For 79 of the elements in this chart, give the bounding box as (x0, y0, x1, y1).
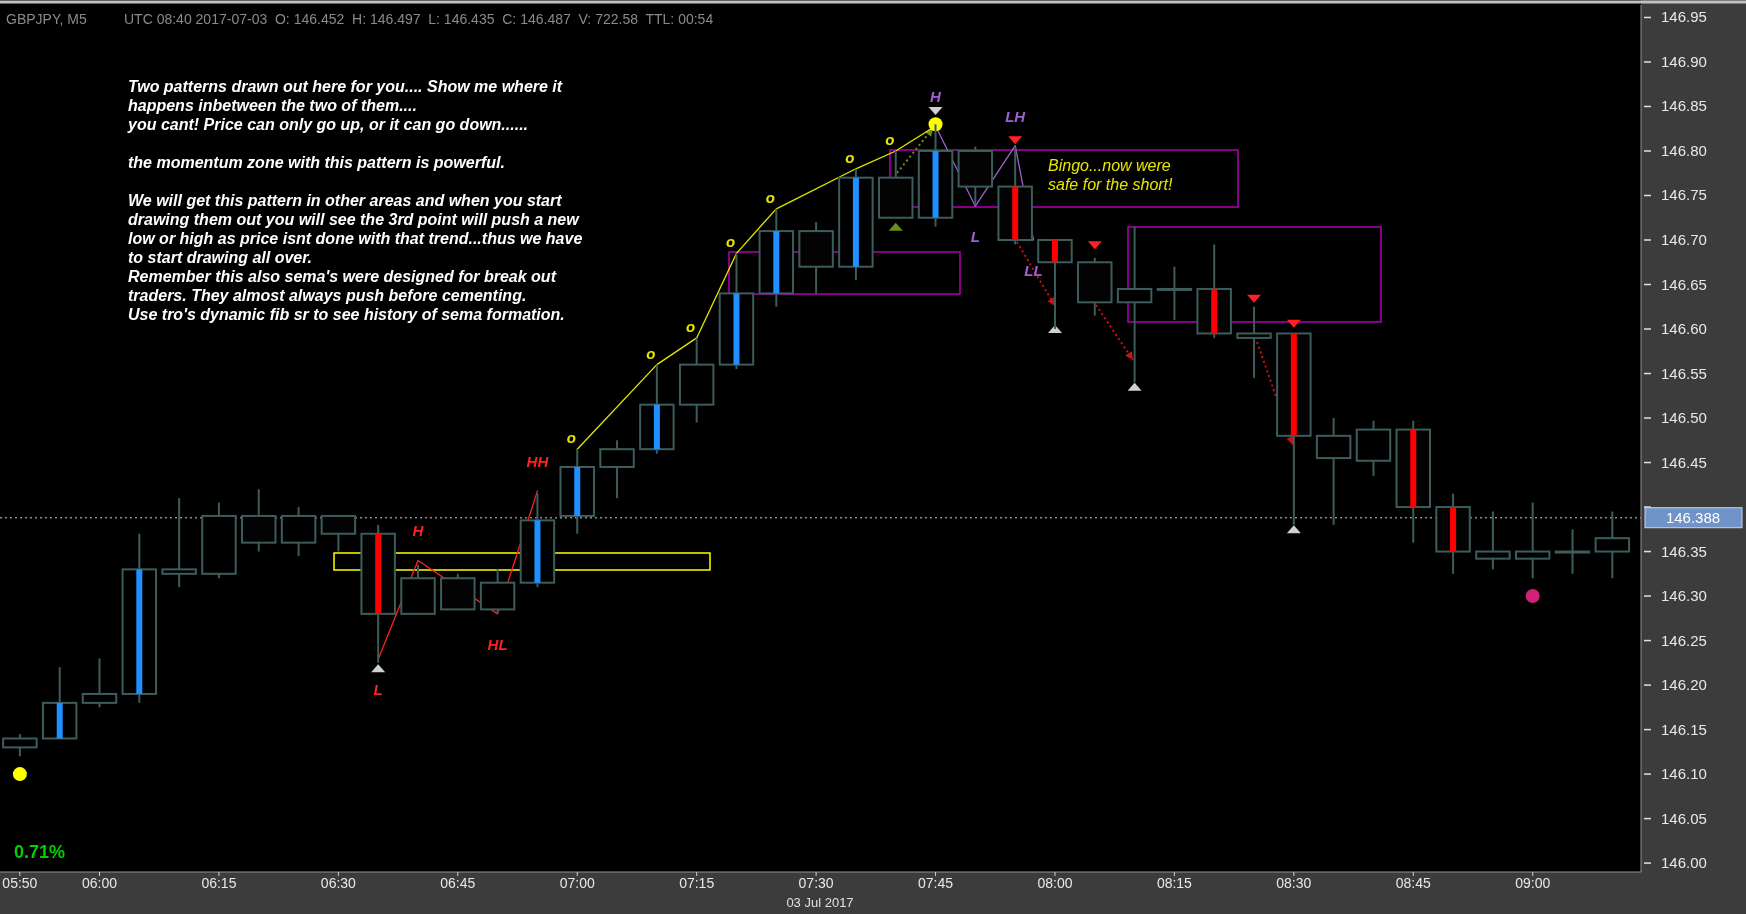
candlestick (1236, 305, 1272, 379)
bar (534, 520, 541, 583)
data-label: o (765, 188, 775, 206)
candlestick (1315, 417, 1352, 526)
y-tick-label: 146.10 (1661, 765, 1707, 783)
chart-title: GBPJPY, M5 (6, 11, 87, 27)
candlestick (1594, 510, 1631, 580)
bar (1410, 429, 1417, 508)
bar (1051, 240, 1058, 263)
bar (932, 150, 939, 218)
x-tick-label: 06:30 (320, 875, 357, 891)
y-tick-label: 146.55 (1661, 364, 1707, 382)
ref-line-label: 146.388 (1665, 508, 1721, 526)
data-label: o (845, 148, 855, 166)
point (1525, 589, 1540, 604)
bar (56, 702, 63, 739)
bar (574, 466, 581, 516)
data-label: LL (1024, 262, 1043, 279)
y-tick-label: 146.00 (1661, 854, 1707, 872)
bar (733, 293, 740, 365)
annotation: 0.71% (14, 842, 66, 862)
point (12, 767, 27, 782)
annotation: Bingo...now were safe for the short! (1048, 157, 1174, 193)
x-tick-label: 06:45 (440, 875, 476, 891)
text: Two patterns drawn out here for you.... Show me where it happens inbetween the two of them.... you cant! Price can only go up, or it can go down...... the momentum zone with this pattern is powerful. We will get this pattern in other areas and when you start drawing them out you will see the 3rd point will push a new low or high as price isnt done with that trend...thus we have to start drawing all over. Remember this also sema's were designed for break out traders. They almost always push before cementing. Use tro's dynamic fib sr to see history of sema formation. (128, 78, 583, 323)
data-label: H (412, 522, 425, 540)
y-tick-label: 146.20 (1661, 676, 1707, 694)
y-tick-label: 146.75 (1661, 186, 1707, 204)
y-tick-label: 146.80 (1661, 141, 1707, 159)
x-tick-label: 05:50 (2, 875, 38, 891)
chart-subtitle: UTC 08:40 2017-07-03 O: 146.452 H: 146.497 L: 146.435 C: 146.487 V: 722.58 TTL: 00:54 (124, 11, 714, 27)
y-tick-label: 146.85 (1661, 97, 1707, 115)
data-label: HH (526, 453, 550, 471)
bar (773, 231, 780, 294)
bar (852, 177, 859, 267)
text: 03 Jul 2017 (786, 895, 854, 910)
y-tick-label: 146.15 (1661, 720, 1707, 738)
x-tick-label: 08:30 (1276, 875, 1312, 891)
x-tick-label: 06:00 (81, 875, 118, 891)
x-tick-label: 08:45 (1395, 875, 1431, 891)
bar (375, 533, 382, 614)
y-tick-label: 146.65 (1661, 275, 1707, 293)
bar (1211, 288, 1218, 334)
candlestick (1554, 528, 1591, 575)
x-tick-label: 07:45 (918, 875, 954, 891)
bar (1012, 186, 1019, 240)
x-tick-label: 06:15 (201, 875, 237, 891)
y-tick-label: 146.50 (1661, 409, 1707, 427)
x-tick-label: 09:00 (1515, 875, 1551, 891)
y-tick-label: 146.05 (1661, 809, 1707, 827)
candlestick (1156, 265, 1193, 322)
x-tick-label: 07:00 (559, 875, 595, 891)
x-tick-label: 07:30 (798, 875, 834, 891)
data-label: L (970, 228, 980, 246)
data-label: HL (487, 635, 508, 653)
y-tick-label: 146.70 (1661, 231, 1707, 248)
data-label: o (686, 317, 696, 335)
bar (653, 404, 660, 450)
y-tick-label: 146.90 (1661, 52, 1707, 70)
y-tick-label: 146.60 (1661, 320, 1707, 338)
data-label: o (725, 233, 736, 251)
y-tick-label: 146.45 (1661, 453, 1707, 471)
data-label: LH (1005, 107, 1027, 125)
x-tick-label: 08:15 (1156, 875, 1193, 891)
y-tick-label: 146.25 (1661, 631, 1707, 649)
candlestick (1514, 501, 1551, 580)
bar (1290, 333, 1297, 436)
x-tick-label: 08:00 (1037, 875, 1073, 891)
y-tick-label: 146.95 (1661, 8, 1707, 26)
data-label: H (930, 88, 943, 106)
y-tick-label: 146.30 (1661, 587, 1707, 605)
data-label: o (646, 344, 656, 362)
data-label: o (885, 130, 895, 148)
bar (1450, 507, 1457, 552)
y-tick-label: 146.35 (1661, 542, 1707, 560)
bar (136, 569, 143, 694)
data-label: o (566, 429, 576, 447)
x-tick-label: 07:15 (679, 875, 715, 891)
data-label: L (373, 681, 383, 699)
